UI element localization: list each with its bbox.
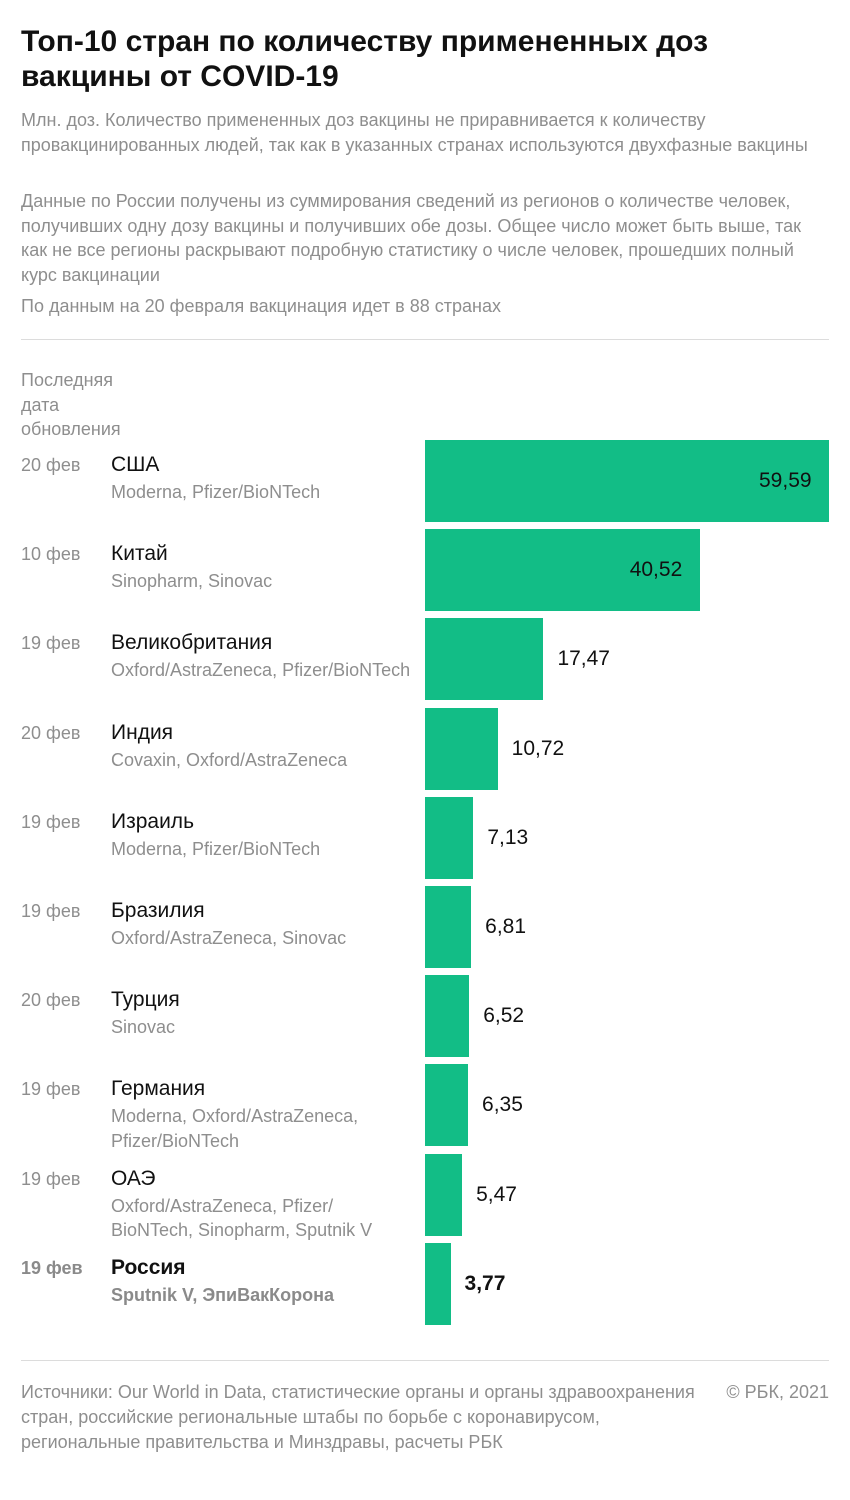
bar [425, 886, 472, 968]
country-label: Германия [111, 1077, 206, 1101]
value-label: 6,52 [483, 1004, 525, 1028]
country-label: ОАЭ [111, 1166, 156, 1190]
bar [425, 440, 829, 522]
value-label: 17,47 [557, 647, 610, 671]
bar [425, 529, 700, 612]
chart-row: 19 фев Бразилия Oxford/AstraZeneca, Sinova… [21, 886, 829, 982]
country-label: Бразилия [111, 899, 205, 922]
bar [425, 1242, 451, 1325]
chart-row: 19 фев Россия Sputnik V, ЭпиВакКорона 3,77 [21, 1242, 829, 1339]
value-label: 6,35 [482, 1093, 523, 1117]
top-divider [21, 339, 829, 340]
chart-row: 19 фев Великобритания Oxford/AstraZeneca, … [21, 618, 829, 714]
vaccines-label: Oxford/AstraZeneca, Pfizer/ BioNTech, Si… [111, 1195, 373, 1241]
country-label: Израиль [111, 809, 195, 833]
row-date: 19 фев [21, 811, 81, 832]
copyright: © РБК, 2021 [726, 1382, 829, 1402]
country-label: Турция [111, 988, 180, 1012]
vaccines-label: Moderna, Oxford/AstraZeneca, Pfizer/BioN… [111, 1106, 359, 1151]
row-date: 10 фев [21, 544, 81, 565]
subtitle-countries-note: По данным на 20 февраля вакцинация идет … [21, 296, 501, 316]
bar [425, 975, 470, 1058]
row-date: 20 фев [21, 455, 81, 475]
vaccines-label: Moderna, Pfizer/BioNTech [111, 482, 321, 502]
bottom-divider [21, 1360, 829, 1361]
bar [425, 1064, 469, 1147]
vaccines-label: Oxford/AstraZeneca, Sinovac [111, 928, 347, 948]
bar [425, 707, 498, 790]
vaccines-label: Sputnik V, ЭпиВакКорона [111, 1284, 334, 1305]
value-label: 10,72 [511, 736, 565, 760]
chart-row: 10 фев Китай Sinopharm, Sinovac 40,52 [21, 529, 829, 625]
row-date: 20 фев [21, 722, 81, 743]
value-label: 59,59 [759, 469, 812, 492]
row-date: 19 фев [21, 1079, 81, 1100]
bar [425, 618, 544, 701]
value-label: 3,77 [464, 1271, 506, 1295]
bar [425, 796, 474, 879]
row-date: 19 фев [21, 1257, 83, 1278]
row-date: 19 фев [21, 633, 81, 654]
vaccines-label: Sinovac [111, 1017, 176, 1038]
value-label: 40,52 [629, 558, 683, 582]
row-date: 19 фев [21, 1168, 81, 1189]
subtitle-units-note: Млн. доз. Количество примененных доз вак… [21, 110, 808, 155]
country-label: США [111, 453, 160, 476]
bar [425, 1153, 463, 1236]
vaccines-label: Covaxin, Oxford/AstraZeneca [111, 749, 348, 770]
vaccines-label: Moderna, Pfizer/BioNTech [111, 838, 321, 859]
value-label: 6,81 [485, 915, 527, 938]
chart-row: 20 фев Турция Sinovac 6,52 [21, 975, 829, 1071]
chart-row: 20 фев Индия Covaxin, Oxford/AstraZeneca 10… [21, 707, 829, 804]
vaccines-label: Oxford/AstraZeneca, Pfizer/BioNTech [111, 660, 411, 681]
column-header-date: Последняя дата обновления [21, 370, 121, 439]
page-title: Топ-10 стран по количеству примененных д… [21, 25, 709, 93]
chart-row: 20 фев США Moderna, Pfizer/BioNTech 59,59 [21, 440, 829, 536]
subtitle-russia-note: Данные по России получены из суммировани… [21, 191, 802, 285]
row-date: 20 фев [21, 990, 81, 1011]
chart-row: 19 фев Германия Moderna, Oxford/AstraZenec… [21, 1064, 829, 1160]
chart-row: 19 фев Израиль Moderna, Pfizer/BioNTech 7,1… [21, 796, 829, 893]
vaccines-label: Sinopharm, Sinovac [111, 571, 273, 592]
country-label: Индия [111, 720, 174, 744]
value-label: 7,13 [487, 825, 529, 849]
bar-chart: 20 фев США Moderna, Pfizer/BioNTech 59,59 10… [21, 0, 829, 1500]
row-date: 19 фев [21, 901, 81, 921]
chart-row: 19 фев ОАЭ Oxford/AstraZeneca, Pfizer/ Bio… [21, 1153, 829, 1250]
country-label: Китай [111, 542, 168, 566]
value-label: 5,47 [476, 1182, 517, 1206]
sources-note: Источники: Our World in Data, статистиче… [21, 1382, 695, 1452]
country-label: Россия [111, 1255, 186, 1279]
country-label: Великобритания [111, 631, 273, 655]
